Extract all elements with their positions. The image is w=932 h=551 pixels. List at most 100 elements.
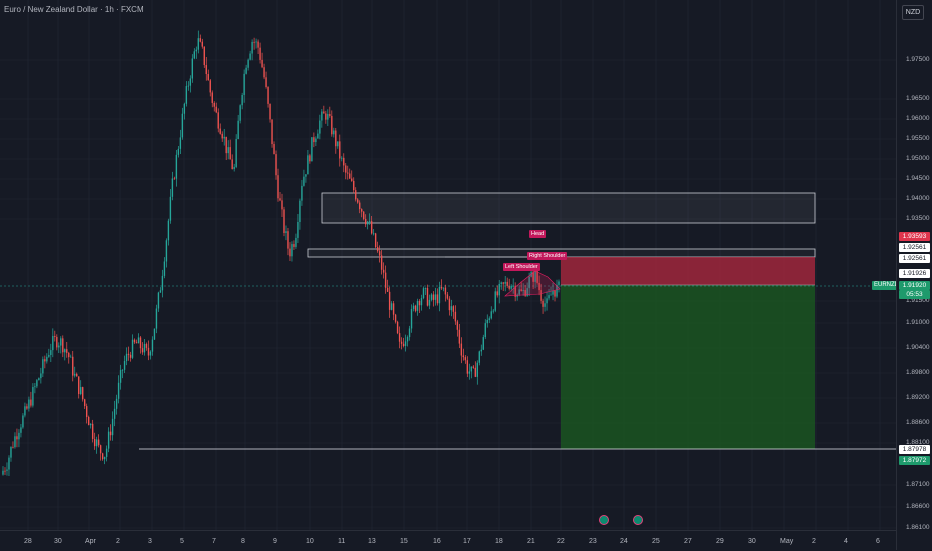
- candle-body: [273, 144, 275, 155]
- price-tick: 1.96500: [906, 95, 930, 102]
- candle-body: [70, 356, 72, 358]
- candle-body: [253, 41, 255, 43]
- candle-body: [72, 356, 74, 376]
- candle-body: [331, 115, 333, 135]
- candle-body: [239, 105, 241, 121]
- time-tick: 4: [844, 538, 848, 545]
- target-price-label: 1.87978: [899, 445, 930, 454]
- annotation-right-shoulder[interactable]: Right Shoulder: [527, 252, 568, 260]
- candle-body: [139, 337, 142, 349]
- price-chart[interactable]: [0, 0, 896, 530]
- candle-body: [38, 378, 40, 381]
- candle-body: [540, 290, 542, 301]
- candle-body: [84, 399, 86, 407]
- candle-body: [209, 80, 211, 93]
- time-tick: 2: [812, 538, 816, 545]
- candle-body: [133, 339, 136, 343]
- candle-body: [213, 102, 215, 107]
- price-tick: 1.86600: [906, 503, 930, 510]
- candle-body: [482, 337, 484, 350]
- candle-body: [558, 281, 560, 285]
- candle-body: [422, 288, 425, 299]
- candle-body: [366, 221, 369, 225]
- candle-body: [434, 294, 437, 300]
- candle-body: [271, 119, 273, 145]
- candle-body: [345, 165, 347, 173]
- candle-body: [99, 445, 102, 454]
- head-shoulders-pattern: [504, 270, 561, 297]
- candle-body: [245, 67, 247, 74]
- candle-body: [8, 457, 10, 470]
- candle-body: [291, 244, 293, 257]
- candle-body: [66, 349, 68, 353]
- candle-body: [231, 159, 233, 170]
- candle-body: [370, 221, 373, 234]
- candle-body: [315, 138, 317, 143]
- candle-body: [87, 416, 90, 426]
- candle-body: [203, 46, 205, 66]
- time-tick: 5: [180, 538, 184, 545]
- candle-body: [76, 373, 78, 377]
- candle-body: [368, 221, 371, 222]
- candle-body: [480, 349, 482, 352]
- candle-body: [392, 303, 395, 315]
- annotation-left-shoulder[interactable]: Left Shoulder: [503, 263, 540, 271]
- price-scale[interactable]: 1.97500 1.96500 1.96000 1.95500 1.95000 …: [896, 0, 932, 550]
- candle-body: [546, 298, 548, 304]
- candle-body: [400, 341, 403, 344]
- candle-body: [470, 366, 473, 372]
- candle-body: [536, 270, 538, 283]
- candle-body: [374, 233, 377, 248]
- candle-body: [269, 103, 271, 120]
- candle-body: [151, 339, 154, 352]
- candle-body: [281, 200, 283, 210]
- candle-body: [68, 352, 70, 358]
- candle-body: [257, 41, 259, 48]
- candle-body: [494, 291, 496, 311]
- time-tick: 30: [748, 538, 756, 545]
- economic-event-icon[interactable]: [633, 515, 643, 525]
- candle-body: [235, 139, 237, 167]
- candle-body: [159, 290, 162, 293]
- time-tick: 8: [241, 538, 245, 545]
- candle-body: [504, 281, 506, 284]
- current-price-label: 1.91920: [899, 281, 930, 290]
- candle-body: [538, 282, 540, 291]
- supply-zone: [321, 192, 816, 224]
- candle-body: [452, 306, 455, 312]
- candle-body: [454, 311, 457, 322]
- candle-body: [32, 387, 34, 406]
- candle-body: [514, 285, 516, 297]
- candle-body: [532, 271, 534, 282]
- candle-body: [488, 318, 490, 320]
- currency-button[interactable]: NZD: [902, 5, 924, 20]
- time-tick: 16: [433, 538, 441, 545]
- candle-body: [442, 287, 445, 289]
- time-tick: 27: [684, 538, 692, 545]
- candle-body: [444, 287, 447, 295]
- candle-body: [343, 157, 345, 166]
- candle-body: [420, 298, 423, 306]
- candle-body: [388, 291, 391, 310]
- time-tick: 17: [463, 538, 471, 545]
- annotation-head[interactable]: Head: [529, 230, 547, 238]
- candle-body: [295, 237, 297, 247]
- time-tick: 28: [24, 538, 32, 545]
- candle-body: [492, 310, 494, 312]
- economic-event-icon[interactable]: [599, 515, 609, 525]
- time-scale[interactable]: 28 30 Apr 2 3 5 7 8 9 10 11 13 15 16 17 18 21 22 23 24 25 27 2…: [0, 530, 896, 551]
- candle-body: [241, 94, 243, 106]
- candle-body: [141, 348, 144, 353]
- candle-body: [438, 286, 441, 304]
- candle-body: [528, 276, 530, 289]
- candle-body: [183, 103, 186, 114]
- candle-body: [265, 77, 267, 88]
- chart-area[interactable]: Euro / New Zealand Dollar · 1h · FXCM He…: [0, 0, 896, 530]
- candle-body: [376, 247, 379, 252]
- candle-body: [458, 329, 461, 344]
- candle-body: [333, 130, 335, 135]
- candle-body: [181, 113, 184, 138]
- candle-body: [303, 176, 305, 186]
- candle-body: [386, 287, 389, 292]
- candle-body: [121, 369, 124, 371]
